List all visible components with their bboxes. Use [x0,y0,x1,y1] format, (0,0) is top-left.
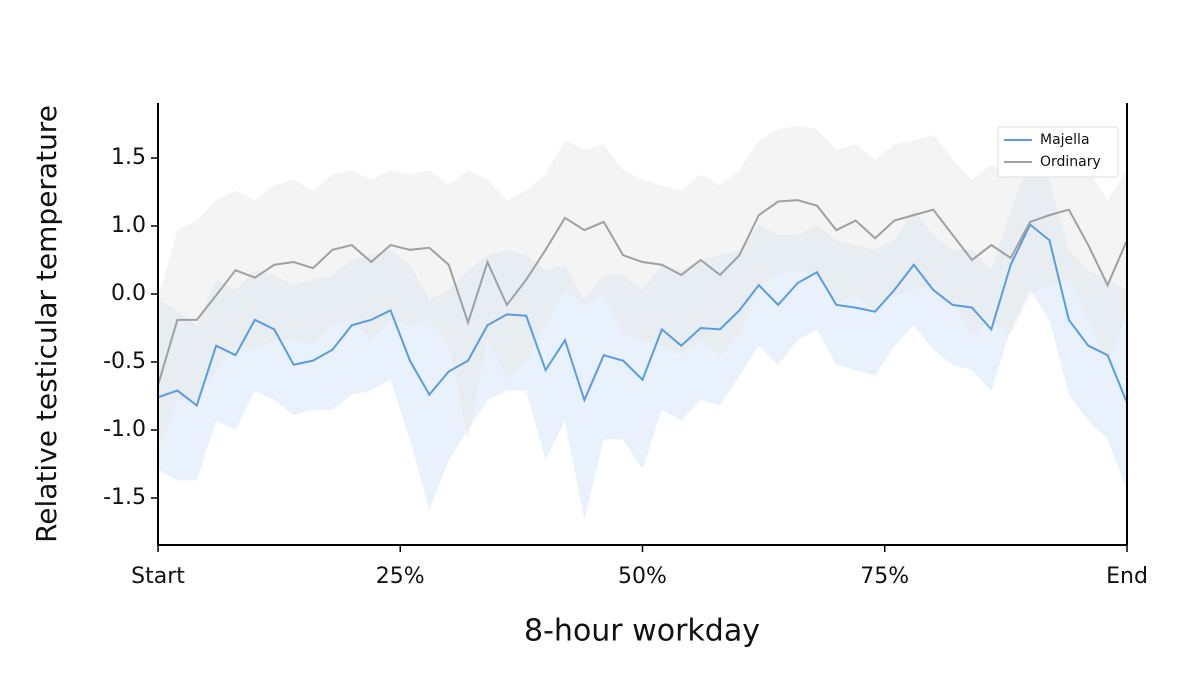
x-tick-label: 25% [376,564,425,589]
x-tick-label: End [1106,564,1148,589]
x-axis-label: 8-hour workday [524,614,760,649]
confidence-band [158,125,1127,451]
line [157,199,1128,386]
x-tick-label: Start [131,564,185,589]
confidence-band [158,159,1127,520]
x-tick-label: 75% [860,564,909,589]
y-tick-label: -1.5 [103,485,146,510]
y-axis-label: Relative testicular temperature [30,105,63,543]
y-tick-label: 1.0 [111,213,146,238]
y-tick-label: -0.5 [103,349,146,374]
line [157,223,1128,408]
legend-label: Ordinary [1040,154,1101,170]
y-tick-label: 1.5 [111,145,146,170]
legend-label: Majella [1040,132,1090,148]
y-tick-label: -1.0 [103,417,146,442]
x-tick-label: 50% [618,564,667,589]
y-tick-label: 0.0 [111,281,146,306]
